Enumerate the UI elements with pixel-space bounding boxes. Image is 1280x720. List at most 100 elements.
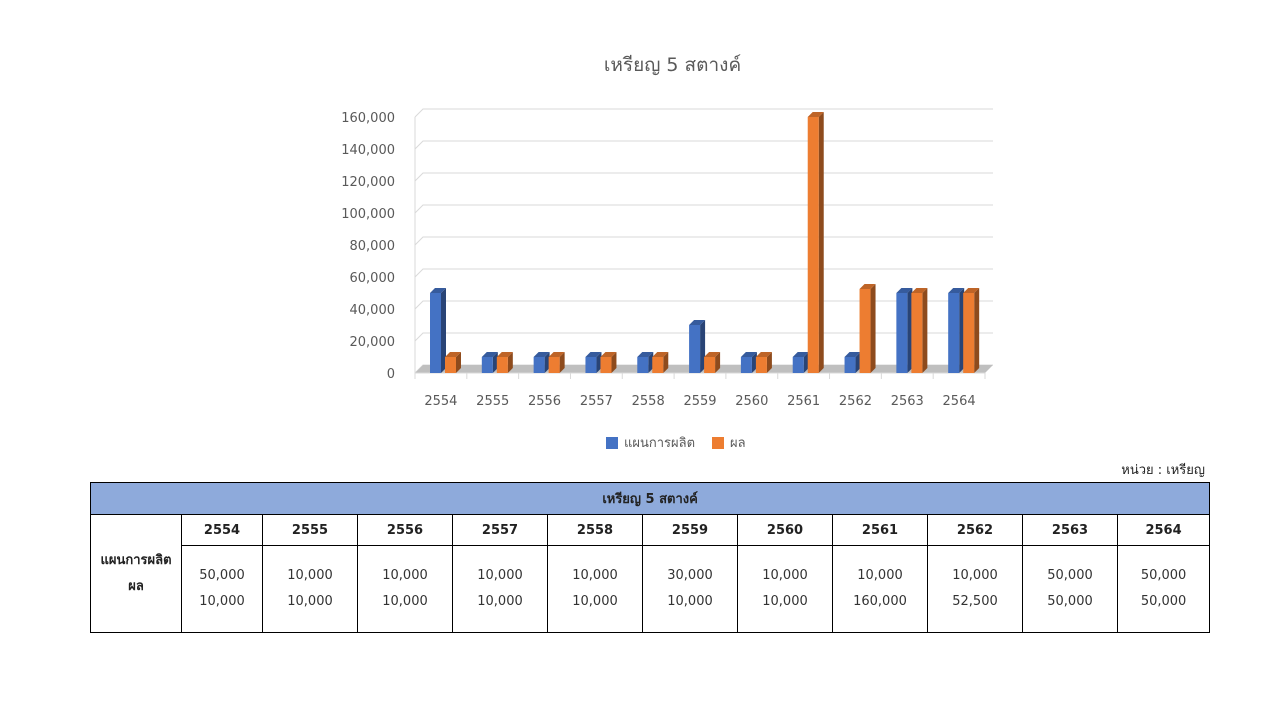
bar-top [911,288,928,293]
legend-label: ผล [730,436,746,451]
bar-top [533,352,550,357]
bar-top [844,352,861,357]
y-tick-label: 160,000 [341,111,395,126]
gridline [414,140,993,150]
y-tick-label: 20,000 [350,335,396,350]
gridline [414,268,993,278]
bar-side [959,288,965,373]
y-tick-label: 40,000 [350,303,396,318]
plan-value: 50,000 [199,568,245,583]
table-year-header: 2560 [737,514,833,546]
table-value-cell: 10,000 10,000 [262,545,358,633]
x-tick-label: 2562 [839,394,872,409]
gridline [414,172,993,182]
actual-value: 50,000 [1047,594,1093,609]
bar-side [544,352,550,373]
actual-value: 10,000 [382,594,428,609]
plan-value: 10,000 [762,568,808,583]
gridline [414,204,993,214]
bar-side [922,288,928,373]
x-tick-label: 2555 [476,394,509,409]
gridline [414,300,993,310]
table-year-header: 2557 [452,514,548,546]
y-tick-label: 0 [387,367,395,382]
actual-value: 10,000 [762,594,808,609]
table-value-cell: 50,000 10,000 [181,545,263,633]
bar [911,293,923,373]
bar [792,357,804,373]
table-value-cell: 10,000 10,000 [357,545,453,633]
chart-area: เหรียญ 5 สตางค์ 0 20,000 40,000 60,000 80,00… [341,54,993,451]
actual-value: 52,500 [952,594,998,609]
bar [533,357,545,373]
bar-side [648,352,654,373]
bar-side [818,112,824,373]
bar-top [600,352,617,357]
row-labels-cell: แผนการผลิต ผล [90,514,182,633]
bar-top [792,352,809,357]
table-year-header: 2559 [642,514,738,546]
bar-side [766,352,772,373]
table-value-cell: 30,000 10,000 [642,545,738,633]
row-label-actual: ผล [128,578,144,594]
table-year-header: 2561 [832,514,928,546]
bar [652,357,664,373]
plan-value: 10,000 [572,568,618,583]
actual-value: 10,000 [287,594,333,609]
bar-side [441,288,446,373]
bar-side [751,352,757,373]
bar [430,293,441,373]
bar [600,357,612,373]
actual-value: 50,000 [1140,594,1187,609]
bar-top [585,352,602,357]
row-label-plan: แผนการผลิต [100,552,172,568]
bar-top [755,352,772,357]
actual-value: 10,000 [199,594,245,609]
bar-top [896,288,913,293]
plan-value: 30,000 [667,568,713,583]
bar-side [700,320,706,373]
legend-label: แผนการผลิต [624,436,695,451]
bar-side [507,352,513,373]
bar [445,357,456,373]
bar [637,357,649,373]
plan-value: 50,000 [1047,568,1093,583]
bar [585,357,597,373]
plan-value: 10,000 [952,568,998,583]
bar-side [456,352,461,373]
bar-top [963,288,980,293]
actual-value: 10,000 [667,594,713,609]
table-value-cell: 10,000 160,000 [832,545,928,633]
bar [755,357,767,373]
data-table: เหรียญ 5 สตางค์ แผนการผลิต ผล 2554 2555 25… [89,482,1211,633]
bar [704,357,716,373]
x-tick-label: 2563 [891,394,924,409]
bar-top [481,352,498,357]
bar [963,293,975,373]
bar-top [445,352,461,357]
actual-value: 10,000 [572,594,618,609]
bar-side [611,352,617,373]
x-tick-label: 2560 [735,394,768,409]
bar [807,117,819,373]
bar [689,325,701,373]
x-tick-label: 2559 [683,394,716,409]
bar [740,357,752,373]
chart-title: เหรียญ 5 สตางค์ [603,54,742,76]
table-value-cell: 10,000 10,000 [452,545,548,633]
table-year-header: 2563 [1022,514,1118,546]
gridline [414,236,993,246]
unit-label: หน่วย : เหรียญ [1121,463,1205,478]
bar [844,357,856,373]
bar-side [596,352,602,373]
bar-top [948,288,965,293]
gridline [414,332,993,342]
bar-side [715,352,721,373]
bar [496,357,508,373]
legend-swatch [606,437,618,449]
x-tick-label: 2556 [528,394,561,409]
bar-side [559,352,565,373]
bar-side [907,288,913,373]
table-year-header: 2554 [181,514,263,546]
bar-top [548,352,565,357]
